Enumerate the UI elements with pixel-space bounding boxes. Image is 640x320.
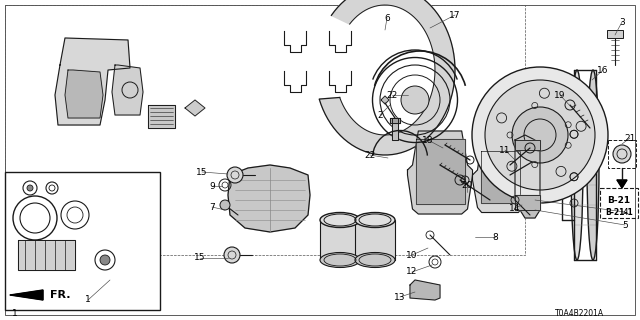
Polygon shape (381, 96, 389, 104)
Polygon shape (65, 70, 103, 118)
Bar (355, 220, 395, 260)
Polygon shape (112, 65, 143, 115)
Text: B-21: B-21 (607, 196, 630, 204)
Ellipse shape (587, 70, 599, 260)
Text: 3: 3 (619, 18, 625, 27)
Text: 18: 18 (422, 135, 434, 145)
Circle shape (485, 80, 595, 190)
Bar (5, 172, 160, 310)
Ellipse shape (355, 212, 395, 228)
Polygon shape (410, 280, 440, 300)
Text: B-21-1: B-21-1 (605, 207, 633, 217)
Text: 13: 13 (394, 292, 406, 301)
Ellipse shape (320, 212, 360, 228)
Text: 7: 7 (209, 203, 215, 212)
Polygon shape (10, 290, 43, 300)
Circle shape (227, 167, 243, 183)
Polygon shape (481, 150, 520, 203)
Text: 19: 19 (554, 91, 566, 100)
Polygon shape (472, 142, 527, 212)
Circle shape (613, 145, 631, 163)
Text: 17: 17 (449, 11, 461, 20)
Text: 9: 9 (209, 181, 215, 190)
Text: 4: 4 (622, 207, 628, 217)
Polygon shape (515, 135, 540, 218)
Text: 15: 15 (196, 167, 208, 177)
Text: 22: 22 (364, 150, 376, 159)
Polygon shape (515, 195, 540, 210)
Text: 14: 14 (509, 204, 521, 212)
Ellipse shape (320, 252, 360, 268)
Bar (600, 188, 638, 218)
Text: 5: 5 (622, 220, 628, 229)
Text: 6: 6 (384, 13, 390, 22)
Text: 10: 10 (406, 251, 418, 260)
Text: 15: 15 (195, 253, 205, 262)
Polygon shape (55, 38, 130, 125)
Bar (607, 30, 623, 38)
Circle shape (472, 67, 608, 203)
Circle shape (220, 200, 230, 210)
Bar (5, 5, 525, 255)
Text: 1: 1 (85, 295, 91, 305)
Polygon shape (18, 240, 75, 270)
Text: 21: 21 (624, 133, 636, 142)
Circle shape (224, 247, 240, 263)
Polygon shape (408, 131, 472, 214)
Polygon shape (515, 140, 540, 150)
Ellipse shape (401, 86, 429, 114)
Polygon shape (415, 139, 465, 204)
Polygon shape (319, 0, 455, 155)
Text: 22: 22 (387, 91, 397, 100)
Text: 16: 16 (597, 66, 609, 75)
Polygon shape (185, 100, 205, 116)
Polygon shape (617, 180, 627, 188)
Text: 12: 12 (406, 268, 418, 276)
Circle shape (100, 255, 110, 265)
Circle shape (27, 185, 33, 191)
Ellipse shape (571, 70, 583, 260)
Polygon shape (148, 105, 175, 128)
Polygon shape (390, 118, 400, 123)
Text: FR.: FR. (50, 290, 70, 300)
Polygon shape (228, 165, 310, 232)
Ellipse shape (355, 252, 395, 268)
Bar (608, 140, 636, 168)
Text: 20: 20 (461, 180, 473, 189)
Text: 11: 11 (499, 146, 511, 155)
Circle shape (512, 107, 568, 163)
Text: 8: 8 (492, 233, 498, 242)
Text: 2: 2 (377, 110, 383, 119)
Text: 1: 1 (12, 308, 18, 317)
Bar (320, 220, 360, 260)
Text: T0A4B2201A: T0A4B2201A (556, 308, 605, 317)
Polygon shape (392, 118, 398, 140)
